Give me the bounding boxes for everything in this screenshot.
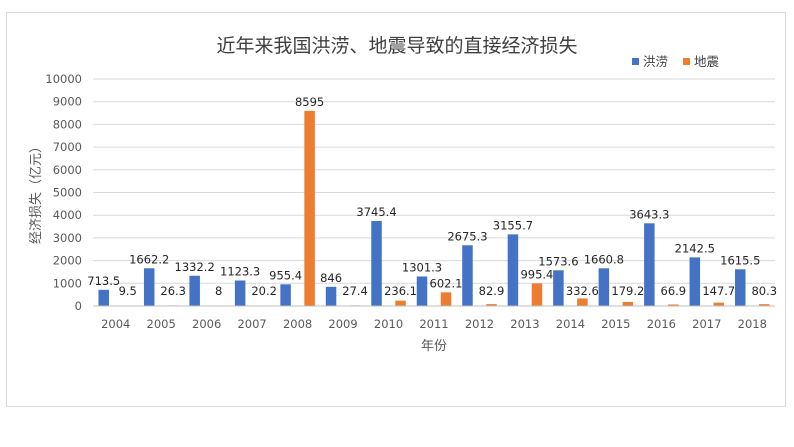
bar-flood [371,220,382,306]
x-tick-label: 2005 [147,317,176,331]
data-labels: 713.59.5 1662.2 26.3 1332.28 1123.3 20.2 955.4… [87,95,777,298]
x-tick-label: 2004 [101,317,130,331]
y-tick-label: 5000 [53,186,82,200]
legend-swatch [632,58,639,65]
x-tick-label: 2017 [692,317,721,331]
bar-flood [644,223,655,306]
bar-flood [735,269,746,306]
legend: 洪涝 地震 [632,54,720,69]
x-tick-label: 2014 [556,317,585,331]
y-tick-label: 0 [75,299,82,313]
data-label: 9.5 [119,284,137,298]
x-tick-label: 2012 [465,317,494,331]
bar-flood [98,289,109,306]
data-label: 1332.2 [175,260,215,274]
y-tick-label: 8000 [53,117,82,131]
bar-quake [486,304,497,306]
bar-quake [577,298,588,306]
x-axis-title: 年份 [421,339,447,354]
data-label: 3745.4 [356,205,396,219]
data-label: 3155.7 [493,218,533,232]
y-tick-label: 2000 [53,254,82,268]
legend-swatch [683,58,690,65]
x-tick-label: 2010 [374,317,403,331]
bar-quake [531,283,543,306]
chart-title: 近年来我国洪涝、地震导致的直接经济损失 [216,35,577,57]
legend-label: 洪涝 [643,54,668,69]
data-label: 8595 [295,95,324,109]
data-label: 20.2 [251,284,277,298]
bar-flood [189,275,200,306]
data-label: 1573.6 [538,254,578,268]
bar-quake [440,292,452,306]
bar-flood [598,268,610,306]
x-tick-label: 2006 [192,317,221,331]
bar-flood [325,286,337,306]
data-label: 2675.3 [447,229,487,243]
data-label: 8 [215,284,222,298]
bar-quake [622,301,634,306]
x-tick-label: 2007 [237,317,266,331]
data-label: 1123.3 [220,265,260,279]
bar-flood [462,245,473,306]
chart-frame [6,12,786,407]
x-tick-label: 2018 [738,317,767,331]
data-label: 713.5 [87,274,120,288]
data-label: 332.6 [566,284,599,298]
data-label: 1301.3 [402,260,442,274]
x-tick-label: 2008 [283,317,312,331]
data-label: 26.3 [160,284,186,298]
data-label: 846 [320,271,342,285]
y-axis-ticks: 0 1000 2000 3000 4000 5000 6000 7000 8000 9000 100… [45,72,82,313]
data-label: 1615.5 [720,253,760,267]
y-tick-label: 10000 [45,72,82,86]
bar-flood [553,270,564,306]
x-tick-label: 2011 [419,317,448,331]
bar-flood [416,276,428,306]
bars [98,110,770,307]
bar-quake [304,110,315,307]
data-label: 27.4 [342,284,368,298]
bar-flood [280,284,291,306]
bar-flood [507,234,519,306]
data-label: 179.2 [611,284,644,298]
bar-flood [143,268,155,306]
data-label: 995.4 [520,267,553,281]
bar-quake [713,302,725,306]
bar-quake [759,304,770,306]
bar-quake [668,304,679,306]
x-tick-label: 2013 [510,317,539,331]
x-tick-label: 2009 [328,317,357,331]
y-tick-label: 7000 [53,140,82,154]
bar-flood [689,257,701,306]
legend-label: 地震 [694,54,720,69]
data-label: 82.9 [479,284,505,298]
y-tick-label: 1000 [53,276,82,290]
data-label: 147.7 [702,284,735,298]
data-label: 1662.2 [129,252,169,266]
bar-quake [395,300,406,306]
data-label: 2142.5 [675,241,715,255]
y-axis-title: 经济损失（亿元） [29,140,44,244]
data-label: 236.1 [384,284,417,298]
y-tick-label: 9000 [53,95,82,109]
data-label: 955.4 [269,268,302,282]
data-label: 80.3 [751,284,777,298]
y-tick-label: 3000 [53,231,82,245]
gridlines [93,78,775,284]
data-label: 3643.3 [629,207,669,221]
bar-flood [234,280,246,306]
y-tick-label: 4000 [53,208,82,222]
data-label: 602.1 [430,276,463,290]
x-axis-ticks: 2004 2005 2006 2007 2008 2009 2010 2011 2012 2013… [101,317,767,331]
y-tick-label: 6000 [53,163,82,177]
x-tick-label: 2016 [647,317,676,331]
x-tick-label: 2015 [601,317,630,331]
data-label: 66.9 [661,284,687,298]
data-label: 1660.8 [584,252,624,266]
